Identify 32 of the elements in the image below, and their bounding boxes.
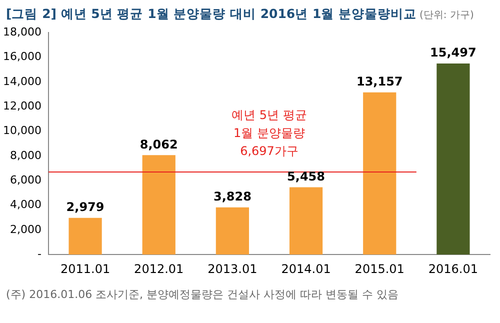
bar xyxy=(216,207,250,255)
y-tick-label: 16,000 xyxy=(2,50,42,64)
y-tick-label: 4,000 xyxy=(10,198,42,212)
y-tick-label: 6,000 xyxy=(10,173,42,186)
y-tick-label: 8,000 xyxy=(10,148,42,162)
bar xyxy=(363,92,396,255)
y-tick-label: 14,000 xyxy=(2,74,42,88)
data-label: 2,979 xyxy=(66,200,104,214)
bar xyxy=(436,63,470,255)
chart-title: [그림 2] 예년 5년 평균 1월 분양물량 대비 2016년 1월 분양물량비교 xyxy=(6,6,417,23)
y-tick-label: 2,000 xyxy=(10,222,42,236)
x-tick-label: 2012.01 xyxy=(134,262,184,276)
text: (주) 2016.01.06 조사기준, 분양예정물량은 건설사 사정에 따라 변동될 수 있음 xyxy=(5,287,400,303)
data-label: 5,458 xyxy=(287,169,326,184)
y-tick-label: 12,000 xyxy=(2,99,42,112)
x-tick-label: 2013.01 xyxy=(208,262,258,276)
y-tick-label: 18,000 xyxy=(2,25,42,38)
data-label: 8,062 xyxy=(140,137,178,152)
data-label: 15,497 xyxy=(430,46,476,60)
ref-line-label: 예년 5년 평균 1월 분양물량 6,697가구 xyxy=(232,108,307,158)
bar xyxy=(142,155,176,255)
y-tick-label: 10,000 xyxy=(2,124,42,138)
bar xyxy=(289,187,323,255)
bar xyxy=(68,218,102,255)
x-tick-label: 2014.01 xyxy=(281,262,331,276)
y-tick-label: - xyxy=(38,247,42,260)
x-tick-label: 2016.01 xyxy=(428,262,478,276)
data-label: 13,157 xyxy=(356,74,403,88)
x-tick-label: 2015.01 xyxy=(354,262,404,276)
chart-subtitle: (단위: 가구) xyxy=(420,9,474,22)
x-tick-label: 2011.01 xyxy=(60,262,110,276)
data-label: 3,828 xyxy=(213,190,252,204)
